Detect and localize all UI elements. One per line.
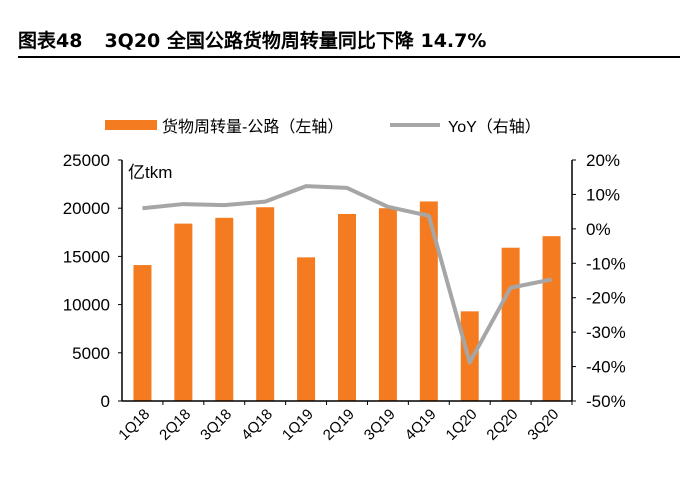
right-tick-label: 10% — [586, 185, 620, 204]
x-tick-label: 2Q19 — [320, 406, 358, 444]
unit-label: 亿tkm — [128, 163, 172, 182]
bar-2Q20 — [501, 247, 520, 401]
title-text: 3Q20 全国公路货物周转量同比下降 14.7% — [104, 30, 487, 52]
bar-1Q18 — [133, 265, 152, 401]
legend-bar-swatch — [105, 120, 157, 130]
x-tick-label: 1Q19 — [279, 406, 317, 444]
right-tick-label: -20% — [586, 289, 626, 308]
bar-4Q18 — [256, 207, 275, 401]
x-tick-label: 1Q18 — [115, 406, 153, 444]
figure-title: 图表48 3Q20 全国公路货物周转量同比下降 14.7% — [18, 26, 508, 53]
x-tick-label: 4Q19 — [402, 406, 440, 444]
x-tick-label: 2Q18 — [156, 406, 194, 444]
right-tick-label: 20% — [586, 151, 620, 170]
right-tick-label: -10% — [586, 254, 626, 273]
x-tick-label: 4Q18 — [238, 406, 276, 444]
right-tick-label: -30% — [586, 323, 626, 342]
left-tick-label: 10000 — [63, 296, 110, 315]
bar-3Q19 — [378, 208, 397, 401]
bar-3Q18 — [215, 217, 234, 401]
bar-3Q20 — [542, 236, 561, 401]
x-tick-label: 3Q19 — [361, 406, 399, 444]
x-tick-label: 3Q18 — [197, 406, 235, 444]
left-tick-label: 15000 — [63, 247, 110, 266]
x-tick-label: 1Q20 — [443, 406, 481, 444]
x-tick-label: 2Q20 — [483, 406, 521, 444]
right-tick-label: 0% — [586, 220, 611, 239]
bar-4Q19 — [419, 201, 438, 401]
title-rule — [18, 56, 680, 58]
left-tick-label: 5000 — [72, 344, 110, 363]
bar-2Q18 — [174, 223, 193, 401]
right-tick-label: -50% — [586, 392, 626, 411]
figure-number: 图表48 — [18, 30, 83, 52]
left-tick-label: 0 — [101, 392, 110, 411]
bar-2Q19 — [338, 213, 356, 401]
left-tick-label: 20000 — [63, 199, 110, 218]
x-tick-label: 3Q20 — [524, 406, 562, 444]
legend-line-label: YoY（右轴） — [448, 118, 541, 136]
legend-bar-label: 货物周转量-公路（左轴） — [162, 118, 343, 136]
bar-1Q19 — [297, 257, 316, 401]
left-tick-label: 25000 — [63, 151, 110, 170]
right-tick-label: -40% — [586, 358, 626, 377]
